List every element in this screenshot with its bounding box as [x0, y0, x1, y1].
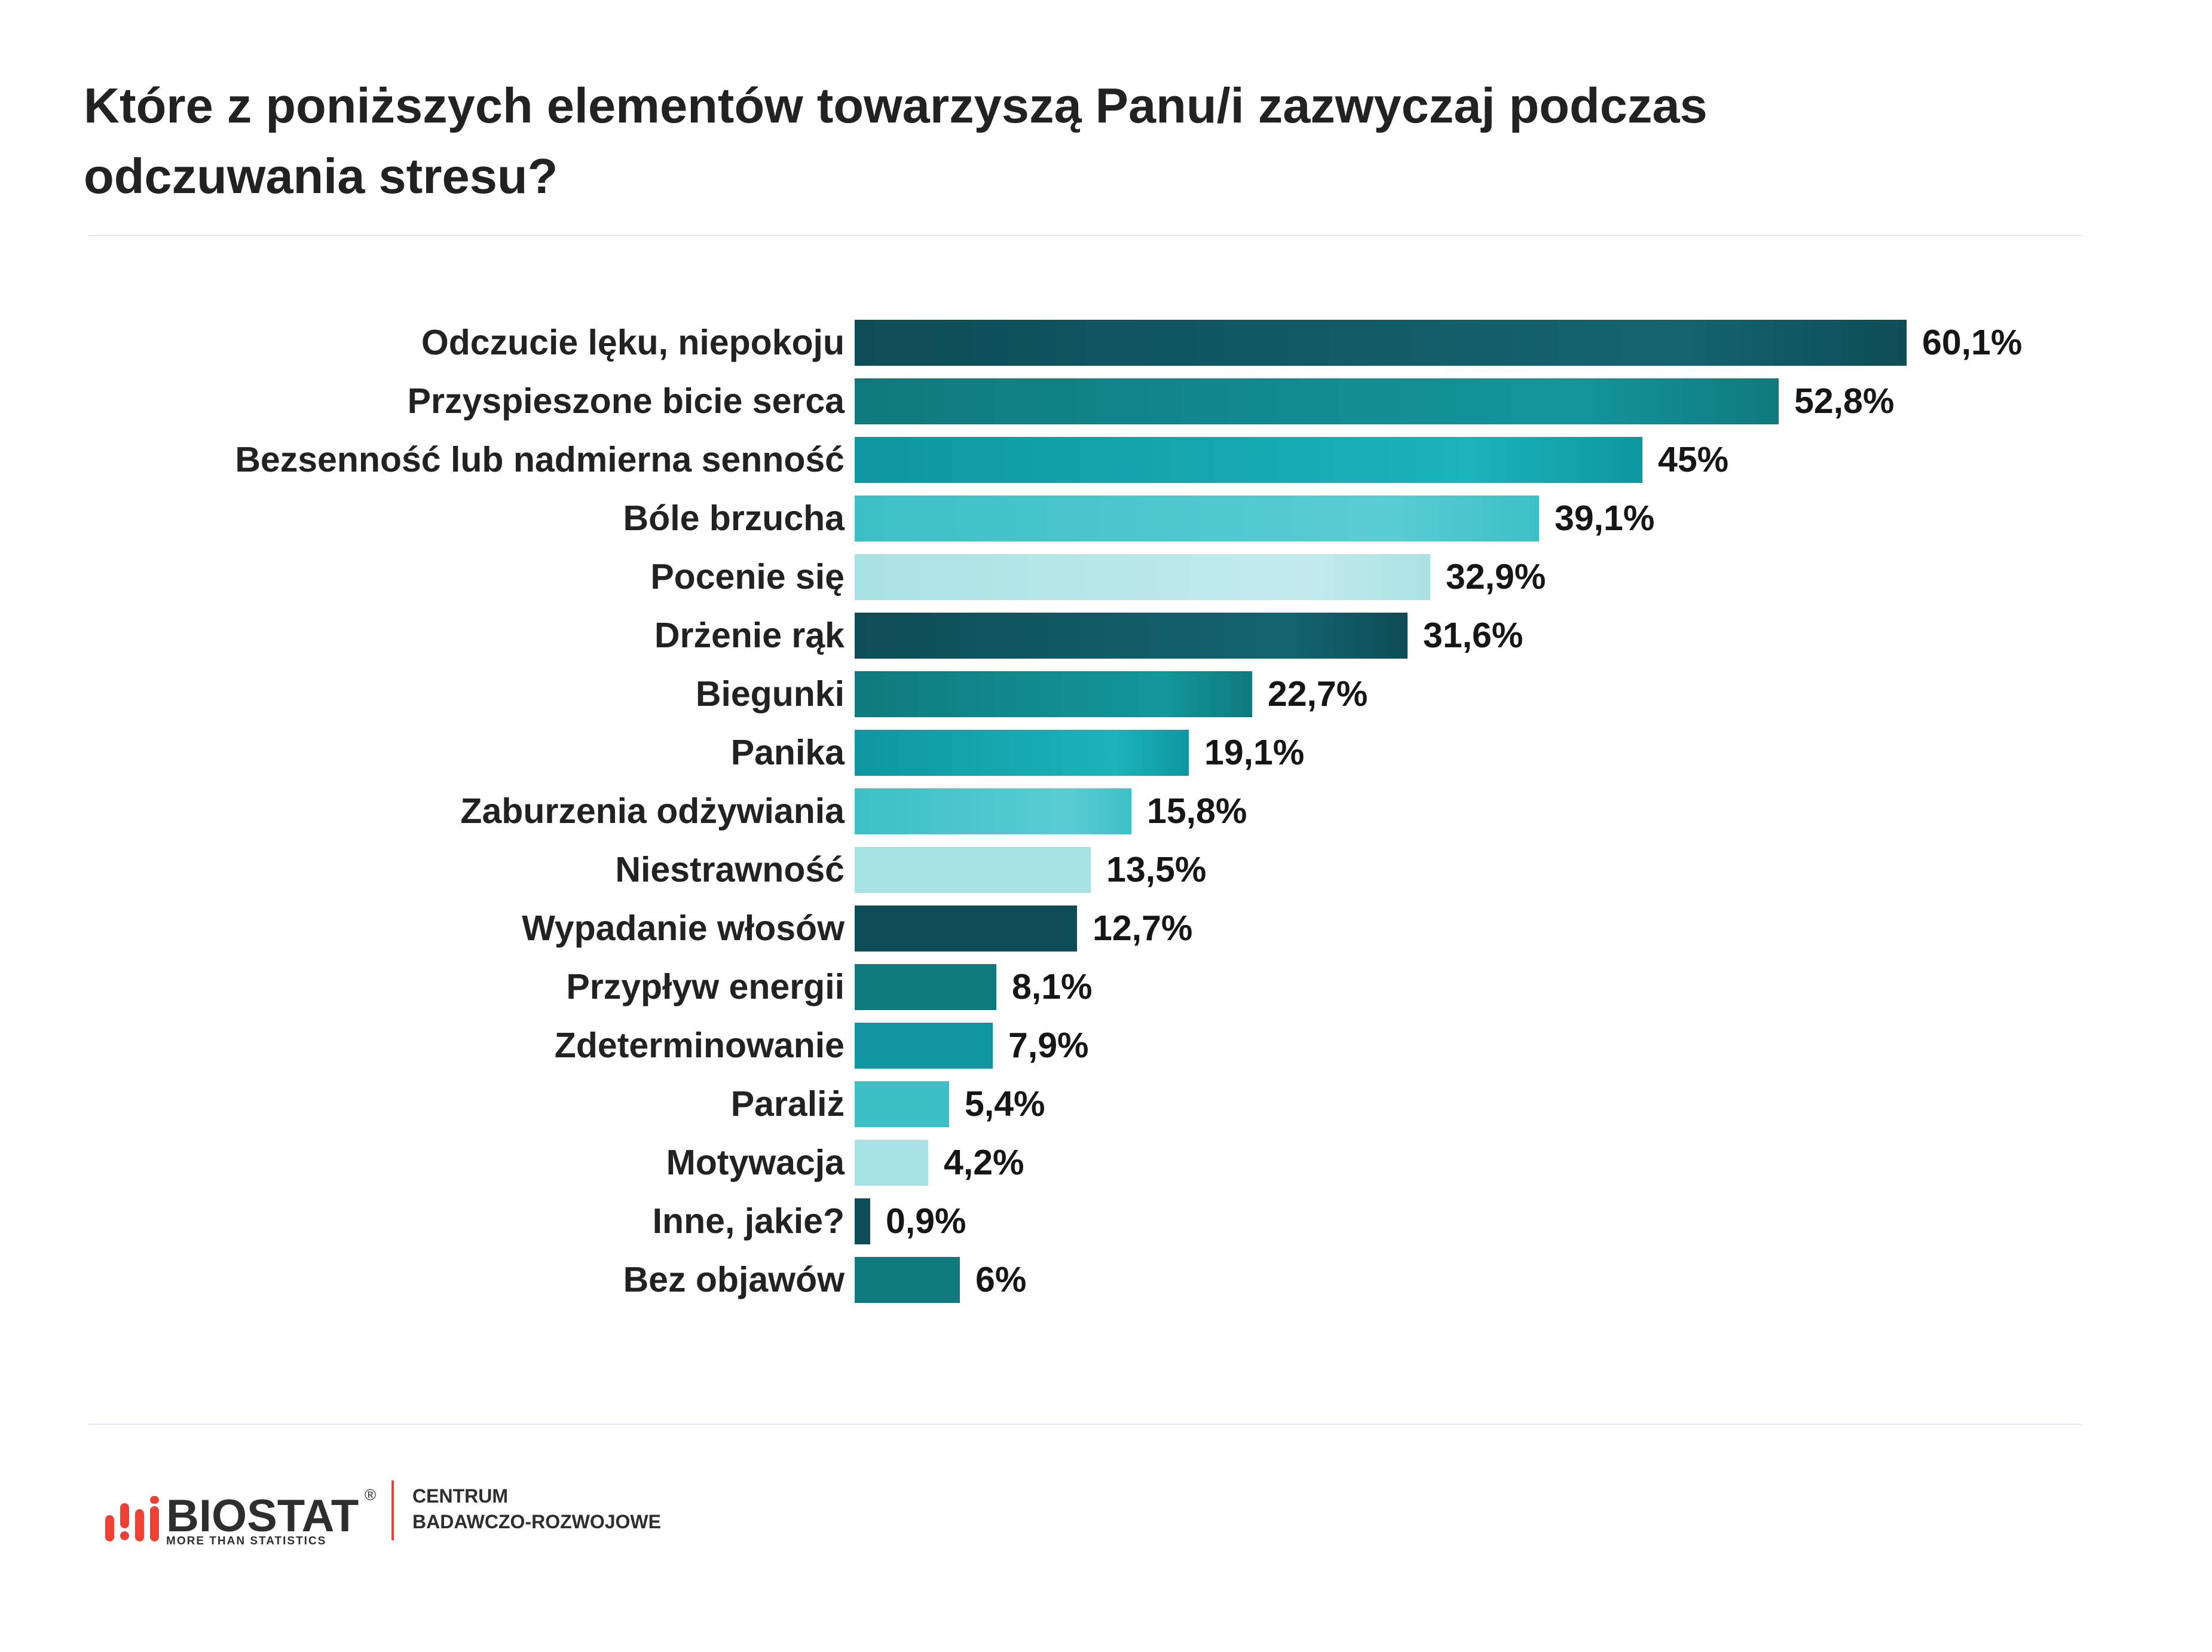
svg-text:CENTRUM: CENTRUM	[412, 1485, 508, 1507]
svg-text:BADAWCZO-ROZWOJOWE: BADAWCZO-ROZWOJOWE	[412, 1511, 661, 1532]
svg-text:®: ®	[365, 1486, 376, 1504]
svg-text:BIOSTAT: BIOSTAT	[166, 1491, 359, 1541]
svg-text:MORE THAN STATISTICS: MORE THAN STATISTICS	[166, 1535, 326, 1547]
